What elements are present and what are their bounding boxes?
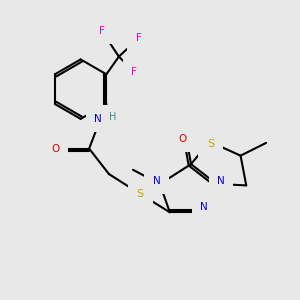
Text: O: O [51, 144, 59, 154]
Text: S: S [207, 139, 214, 149]
Text: H: H [109, 112, 116, 122]
Text: F: F [136, 33, 142, 43]
Text: N: N [153, 176, 160, 186]
Text: F: F [99, 26, 105, 36]
Text: F: F [131, 67, 137, 77]
Text: S: S [136, 189, 144, 199]
Text: N: N [94, 114, 102, 124]
Text: O: O [178, 134, 187, 144]
Text: N: N [217, 176, 225, 186]
Text: N: N [200, 202, 208, 212]
